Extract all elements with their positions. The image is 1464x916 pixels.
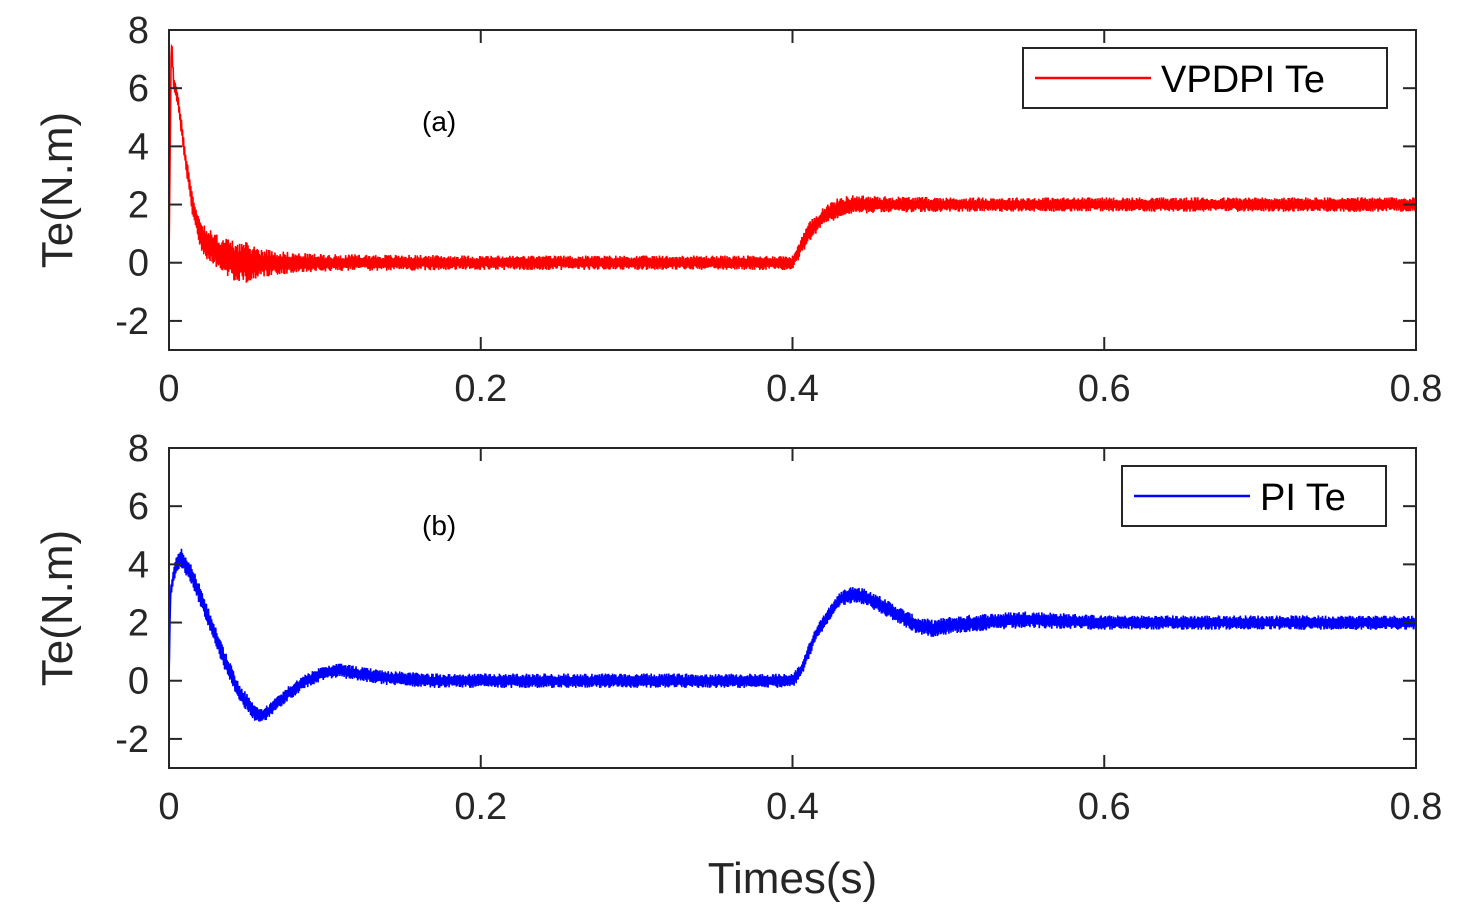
x-tick-label-b-4: 0.8 <box>1390 786 1443 828</box>
y-tick-label-a-0: -2 <box>115 301 149 343</box>
legend-b: PI Te <box>1121 465 1387 527</box>
chart-panel-b: 0 0.2 0.4 0.6 0.8-202468Te(N.m)Times(s)(b)PI… <box>33 428 1442 903</box>
series-line-a-0 <box>169 43 1416 283</box>
x-tick-label-b-2: 0.4 <box>766 786 819 828</box>
x-tick-label-b-3: 0.6 <box>1078 786 1131 828</box>
x-tick-label-a-2: 0.4 <box>766 368 819 410</box>
y-tick-label-b-3: 4 <box>128 544 149 586</box>
y-tick-label-a-3: 4 <box>128 126 149 168</box>
y-tick-label-a-4: 6 <box>128 68 149 110</box>
x-tick-label-a-1: 0.2 <box>454 368 507 410</box>
x-tick-label-b-1: 0.2 <box>454 786 507 828</box>
x-tick-label-a-4: 0.8 <box>1390 368 1443 410</box>
legend-a: VPDPI Te <box>1022 47 1388 109</box>
panel-annotation-a: (a) <box>422 106 456 137</box>
y-axis-label-a: Te(N.m) <box>33 112 82 268</box>
y-tick-label-b-2: 2 <box>128 603 149 645</box>
x-axis-label-b: Times(s) <box>708 854 877 903</box>
x-tick-label-b-0: 0 <box>158 786 179 828</box>
y-tick-label-b-5: 8 <box>128 428 149 470</box>
y-tick-label-a-1: 0 <box>128 243 149 285</box>
y-tick-label-b-1: 0 <box>128 661 149 703</box>
series-line-b-0 <box>169 548 1416 722</box>
y-tick-label-a-5: 8 <box>128 10 149 52</box>
panel-annotation-b: (b) <box>422 510 456 541</box>
y-tick-label-b-4: 6 <box>128 486 149 528</box>
legend-label-b: PI Te <box>1260 477 1346 519</box>
y-tick-label-a-2: 2 <box>128 185 149 227</box>
legend-label-a: VPDPI Te <box>1161 59 1325 101</box>
x-tick-label-a-0: 0 <box>158 368 179 410</box>
y-axis-label-b: Te(N.m) <box>33 530 82 686</box>
y-tick-label-b-0: -2 <box>115 719 149 761</box>
x-tick-label-a-3: 0.6 <box>1078 368 1131 410</box>
